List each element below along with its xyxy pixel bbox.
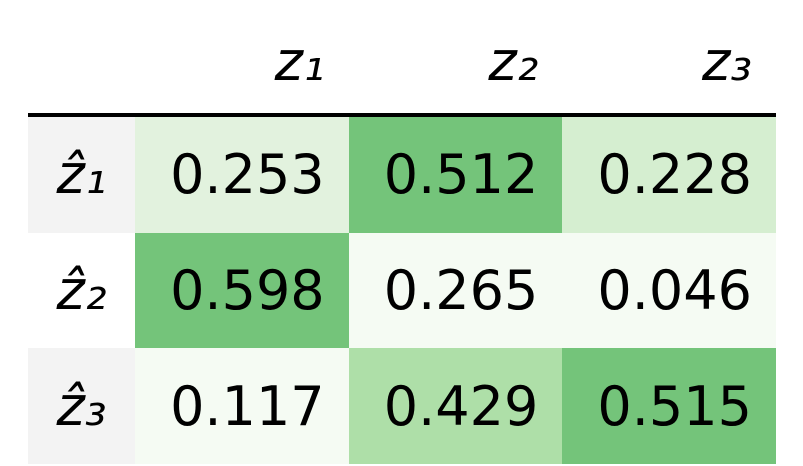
table-cell: 0.515 (562, 348, 776, 464)
table-cell: 0.429 (348, 348, 563, 464)
table-cell: 0.253 (135, 117, 349, 233)
table-cell: 0.046 (562, 232, 776, 349)
column-header: z₂ (488, 30, 539, 93)
row-label: ẑ₂ (28, 232, 135, 349)
table-cell: 0.228 (562, 117, 776, 233)
header-rule (28, 113, 776, 117)
table-cell: 0.117 (135, 348, 349, 464)
row-label: ẑ₃ (28, 348, 135, 464)
table-cell: 0.512 (348, 117, 563, 233)
column-header: z₁ (274, 30, 325, 93)
column-header: z₃ (701, 30, 752, 93)
table-cell: 0.598 (135, 232, 349, 349)
row-label: ẑ₁ (28, 117, 135, 233)
table-cell: 0.265 (348, 232, 563, 349)
